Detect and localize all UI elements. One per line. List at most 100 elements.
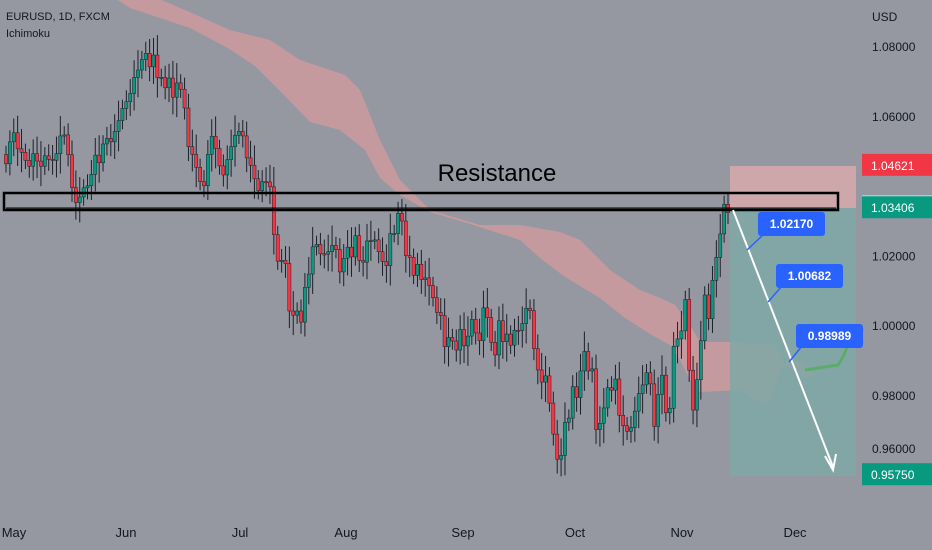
projection-label-2: 0.98989 [788, 324, 863, 363]
candle-80 [314, 235, 319, 256]
candle-98 [384, 244, 389, 283]
candle-139 [543, 355, 548, 403]
candle-158 [617, 361, 622, 433]
candle-122 [477, 318, 482, 355]
candle-170 [664, 366, 668, 422]
candle-163 [636, 376, 641, 429]
candle-118 [462, 312, 466, 363]
price-axis[interactable]: 1.08000 1.06000 1.02000 1.00000 0.98000 0.960… [872, 40, 916, 456]
candle-121 [473, 307, 478, 345]
time-axis[interactable]: May Jun Jul Aug Sep Oct Nov Dec [2, 525, 807, 540]
candle-106 [415, 252, 420, 287]
candle-85 [334, 236, 338, 259]
candle-37 [147, 38, 152, 82]
candle-15 [62, 126, 67, 145]
candle-129 [504, 314, 509, 362]
candle-130 [508, 325, 513, 354]
candle-95 [372, 231, 377, 250]
candle-3 [15, 115, 20, 166]
candle-113 [442, 298, 447, 364]
candle-4 [19, 128, 24, 173]
candle-115 [450, 328, 455, 350]
candle-172 [671, 331, 676, 423]
candle-119 [466, 316, 470, 366]
candle-83 [326, 234, 331, 272]
candle-124 [485, 287, 490, 338]
candle-46 [182, 77, 187, 120]
candle-58 [229, 129, 233, 177]
candle-185 [722, 195, 726, 243]
candle-132 [516, 315, 521, 345]
candle-32 [128, 79, 133, 117]
candle-21 [85, 174, 90, 200]
candle-177 [691, 355, 695, 425]
candle-117 [458, 315, 463, 365]
candle-88 [345, 230, 350, 276]
candle-127 [497, 306, 501, 370]
candle-82 [322, 239, 327, 269]
candle-0 [4, 145, 8, 173]
candle-47 [186, 93, 191, 162]
candle-141 [551, 391, 556, 446]
candle-5 [23, 143, 28, 170]
candle-79 [310, 226, 315, 294]
resistance-zone[interactable] [2, 191, 840, 212]
candle-76 [299, 299, 303, 334]
candle-70 [275, 225, 280, 270]
candle-74 [291, 291, 296, 336]
candle-55 [217, 139, 222, 175]
candle-11 [46, 144, 51, 171]
candle-10 [42, 147, 47, 175]
candle-49 [194, 134, 199, 188]
svg-text:0.95750: 0.95750 [871, 468, 915, 482]
candle-156 [609, 376, 614, 402]
candle-72 [283, 246, 288, 278]
candle-65 [256, 170, 261, 200]
candle-150 [586, 342, 591, 380]
candle-107 [419, 249, 424, 294]
candle-146 [570, 375, 575, 430]
candle-182 [710, 266, 715, 333]
candle-78 [306, 256, 311, 305]
candle-123 [481, 290, 486, 358]
x-label-dec: Dec [783, 525, 807, 540]
candle-134 [524, 288, 529, 344]
candle-109 [427, 257, 431, 306]
candle-160 [625, 417, 629, 441]
candle-174 [679, 311, 684, 359]
candle-8 [35, 136, 39, 179]
y-tick-3: 1.00000 [872, 319, 916, 333]
candle-97 [380, 237, 385, 276]
x-label-aug: Aug [334, 525, 357, 540]
candle-137 [535, 334, 540, 385]
price-tag-0: 1.04621 [862, 153, 932, 176]
svg-text:1.04621: 1.04621 [871, 159, 915, 173]
candle-112 [438, 298, 443, 330]
candle-2 [11, 118, 16, 157]
candle-149 [582, 331, 587, 391]
projection-labels: 1.02170 1.00682 0.98989 [746, 212, 863, 363]
candle-13 [54, 136, 59, 178]
candle-136 [532, 299, 536, 361]
candle-151 [590, 357, 594, 383]
candle-75 [295, 302, 299, 324]
ichimoku-cloud [117, 0, 815, 404]
candle-45 [178, 74, 183, 98]
candle-24 [97, 135, 102, 183]
symbol-title[interactable]: EURUSD, 1D, FXCM [6, 11, 110, 23]
indicator-name[interactable]: Ichimoku [6, 28, 51, 40]
candle-105 [411, 248, 416, 285]
candle-116 [454, 329, 459, 362]
y-tick-partial: 0.96000 [872, 442, 916, 456]
candle-90 [353, 226, 358, 266]
candle-162 [632, 396, 637, 442]
price-tag-3: 0.95750 [862, 463, 932, 486]
candle-157 [613, 364, 618, 405]
candle-152 [594, 354, 598, 444]
candle-102 [400, 199, 404, 236]
candle-138 [539, 352, 544, 400]
projection-label-0: 1.02170 [746, 212, 825, 251]
y-tick-0: 1.08000 [872, 40, 916, 54]
